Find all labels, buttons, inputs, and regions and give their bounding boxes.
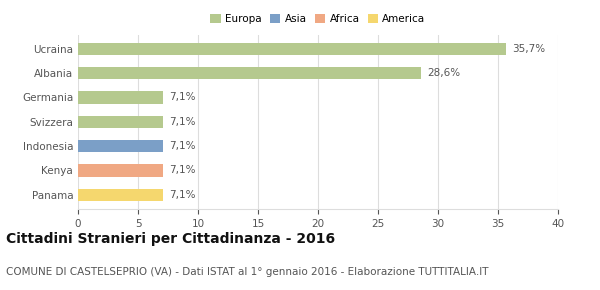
Text: 7,1%: 7,1% — [169, 166, 196, 175]
Text: 7,1%: 7,1% — [169, 141, 196, 151]
Text: 7,1%: 7,1% — [169, 93, 196, 102]
Bar — [78, 43, 506, 55]
Bar — [78, 91, 163, 104]
Text: 7,1%: 7,1% — [169, 117, 196, 127]
Text: COMUNE DI CASTELSEPRIO (VA) - Dati ISTAT al 1° gennaio 2016 - Elaborazione TUTTI: COMUNE DI CASTELSEPRIO (VA) - Dati ISTAT… — [6, 267, 488, 277]
Bar — [78, 116, 163, 128]
Text: Cittadini Stranieri per Cittadinanza - 2016: Cittadini Stranieri per Cittadinanza - 2… — [6, 232, 335, 246]
Text: 28,6%: 28,6% — [427, 68, 460, 78]
Bar — [78, 67, 421, 79]
Bar — [78, 140, 163, 152]
Text: 7,1%: 7,1% — [169, 190, 196, 200]
Bar — [78, 189, 163, 201]
Text: 35,7%: 35,7% — [512, 44, 545, 54]
Legend: Europa, Asia, Africa, America: Europa, Asia, Africa, America — [208, 12, 428, 26]
Bar — [78, 164, 163, 177]
